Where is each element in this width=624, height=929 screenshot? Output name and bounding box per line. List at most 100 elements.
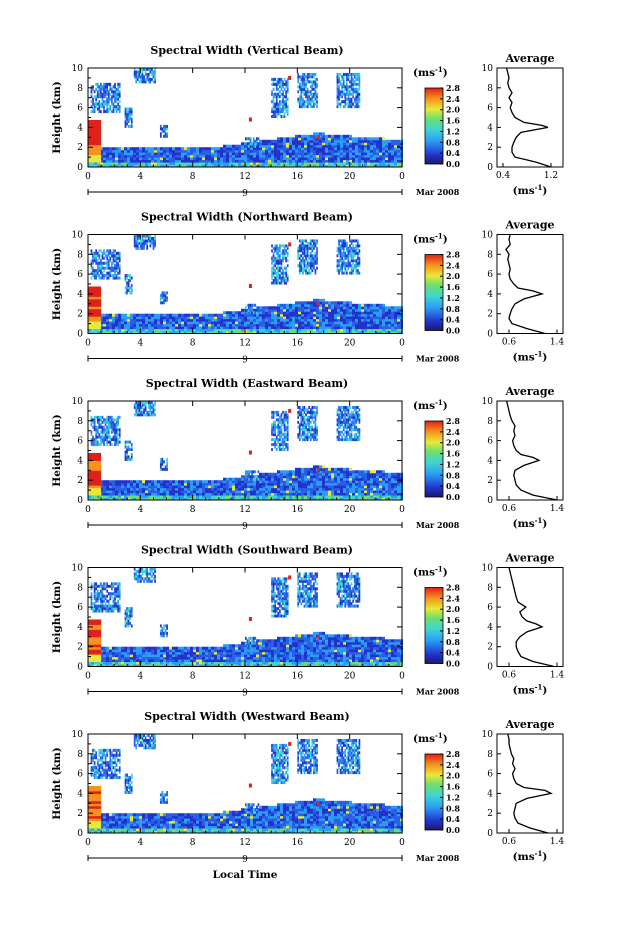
heatmap-cell (282, 249, 284, 253)
heatmap-cell (344, 261, 347, 265)
heatmap-cell (190, 316, 193, 320)
heatmap-cell (265, 308, 268, 312)
heatmap-cell (88, 467, 102, 471)
heatmap-cell (331, 137, 334, 141)
heatmap-cell (127, 497, 130, 501)
heatmap-cell (154, 313, 157, 317)
heatmap-cell (127, 279, 130, 283)
heatmap-cell (93, 438, 96, 442)
heatmap-cell (355, 147, 358, 151)
heatmap-cell (352, 159, 355, 163)
heatmap-cell (382, 321, 385, 325)
heatmap-cell (356, 251, 359, 255)
heatmap-cell (355, 472, 358, 476)
heatmap-cell (100, 92, 102, 96)
heatmap-cell (355, 152, 358, 156)
heatmap-cell (88, 497, 91, 501)
heatmap-cell (279, 77, 281, 81)
heatmap-cell (385, 492, 388, 496)
heatmap-cell (255, 139, 258, 143)
heatmap-cell (193, 490, 196, 494)
heatmap-cell (114, 271, 116, 275)
heatmap-cell (289, 308, 292, 312)
heatmap-cell (328, 480, 331, 484)
heatmap-cell (235, 313, 238, 317)
heatmap-cell (310, 301, 313, 305)
heatmap-cell (106, 82, 109, 86)
heatmap-cell (283, 321, 286, 325)
heatmap-cell (344, 105, 347, 109)
heatmap-cell (226, 487, 229, 491)
heatmap-cell (211, 159, 214, 163)
heatmap-cell (376, 482, 379, 486)
heatmap-cell (275, 249, 278, 253)
heatmap-cell (88, 306, 102, 310)
heatmap-cell (373, 144, 376, 148)
heatmap-cell (93, 274, 96, 278)
heatmap-cell (271, 144, 274, 148)
heatmap-cell (311, 92, 314, 96)
heatmap-cell (217, 490, 220, 494)
heatmap-cell (277, 271, 280, 275)
average-x-tick-label: 1.2 (544, 171, 558, 181)
heatmap-cell (157, 152, 160, 156)
heatmap-cell (349, 147, 352, 151)
heatmap-cell (298, 326, 301, 330)
heatmap-cell (388, 147, 391, 151)
heatmap-cell (106, 490, 109, 494)
heatmap-cell (154, 157, 157, 161)
heatmap-cell (277, 107, 280, 111)
heatmap-cell (175, 331, 178, 334)
heatmap-cell (161, 291, 164, 295)
heatmap-cell (298, 492, 301, 496)
heatmap-cell (100, 276, 102, 280)
heatmap-cell (118, 490, 121, 494)
heatmap-cell (114, 254, 116, 258)
heatmap-cell (100, 485, 103, 489)
heatmap-cell (355, 261, 358, 265)
heatmap-cell (232, 321, 235, 325)
heatmap-cell (352, 152, 355, 156)
heatmap-cell (259, 147, 262, 151)
heatmap-cell (286, 107, 289, 111)
heatmap-cell (124, 497, 127, 501)
x-tick-label: 4 (137, 172, 143, 182)
heatmap-cell (104, 266, 107, 270)
heatmap-cell (268, 152, 271, 156)
heatmap-cell (343, 490, 346, 494)
y-tick-label: 8 (77, 250, 83, 260)
heatmap-cell (310, 318, 313, 322)
heatmap-cell (385, 487, 388, 491)
heatmap-cell (121, 159, 124, 163)
heatmap-cell (223, 316, 226, 320)
heatmap-cell (163, 492, 166, 496)
heatmap-cell (385, 472, 388, 476)
heatmap-cell (358, 137, 361, 141)
heatmap-cell (280, 475, 283, 479)
heatmap-cell (93, 420, 96, 424)
heatmap-cell (245, 306, 247, 310)
heatmap-cell (118, 482, 121, 486)
heatmap-cell (361, 326, 364, 330)
heatmap-cell (347, 90, 350, 94)
heatmap-cell (111, 274, 113, 278)
heatmap-cell (151, 328, 154, 332)
heatmap-cell (319, 149, 322, 153)
heatmap-cell (95, 438, 98, 442)
heatmap-cell (274, 472, 277, 476)
heatmap-cell (277, 110, 280, 114)
heatmap-cell (322, 142, 325, 146)
heatmap-cell (268, 162, 271, 166)
heatmap-cell (101, 428, 104, 432)
heatmap-cell (148, 487, 151, 491)
heatmap-cell (259, 139, 262, 143)
heatmap-cell (232, 495, 235, 499)
heatmap-cell (295, 331, 298, 334)
heatmap-cell (133, 164, 136, 168)
heatmap-cell (107, 110, 110, 114)
heatmap-cell (142, 318, 145, 322)
heatmap-cell (300, 105, 303, 109)
heatmap-cell (343, 144, 346, 148)
heatmap-cell (136, 487, 139, 491)
heatmap-cell (283, 77, 286, 81)
